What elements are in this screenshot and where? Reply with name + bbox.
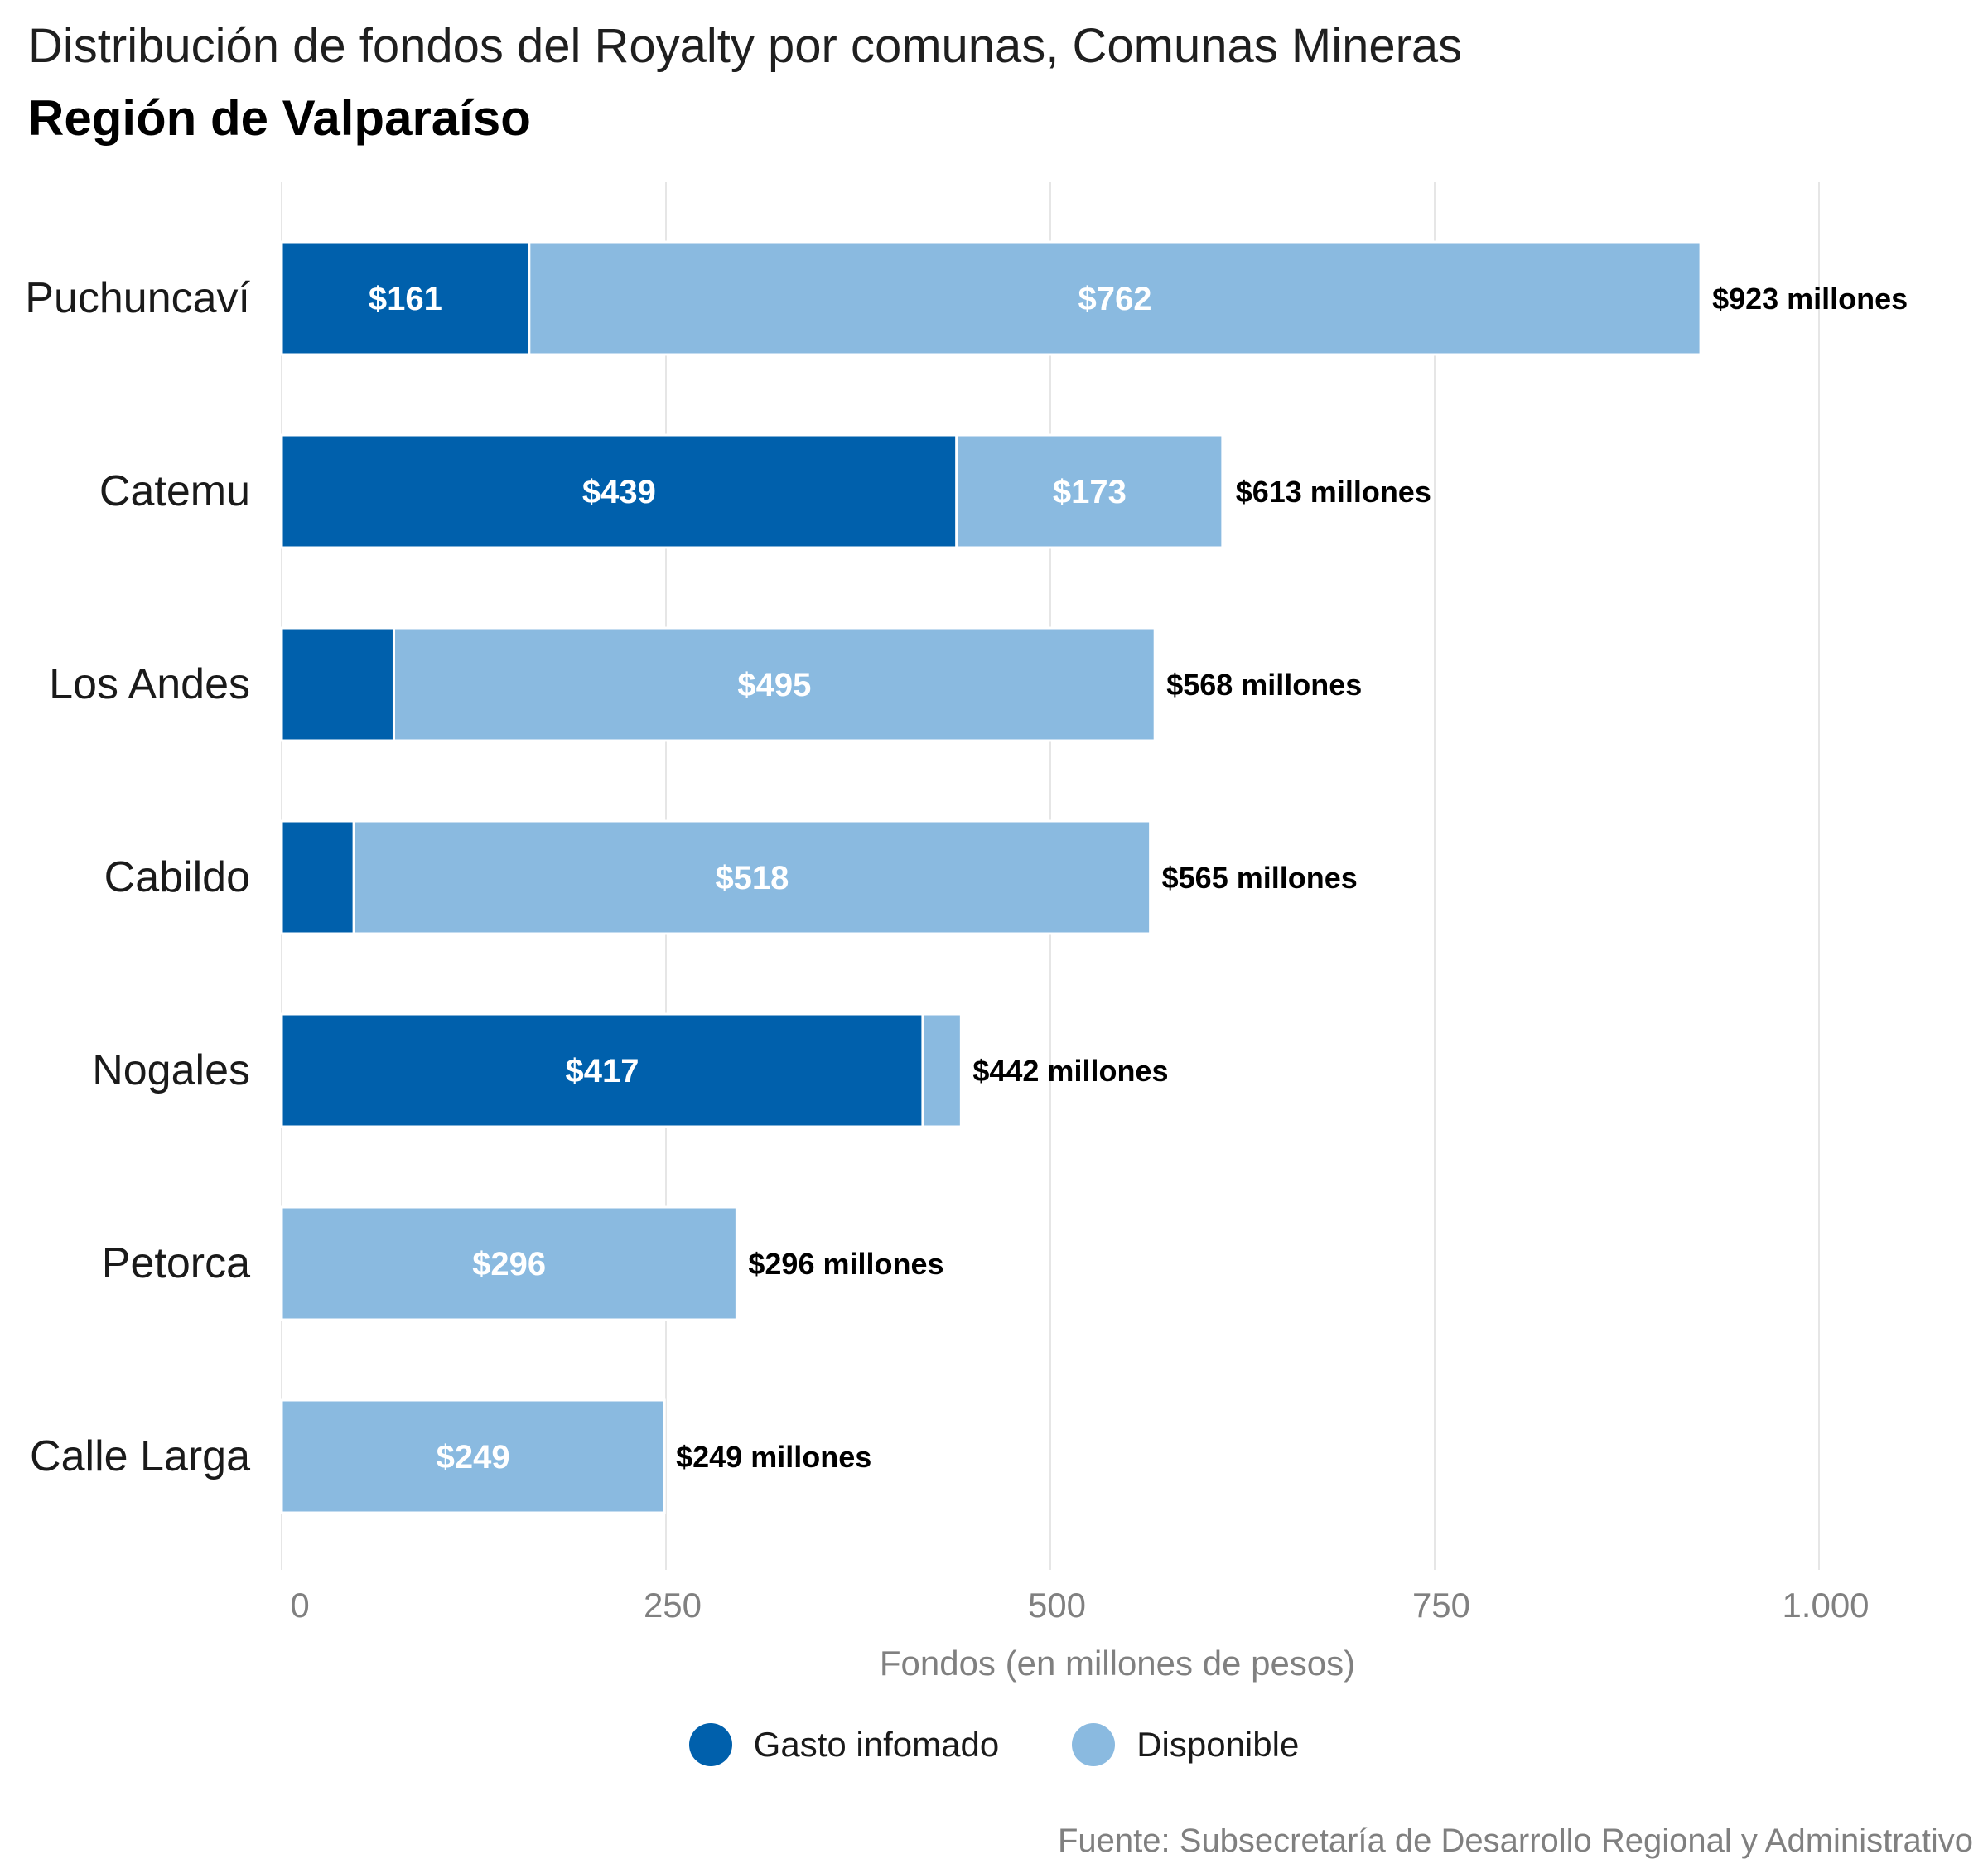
chart-subtitle: Región de Valparaíso (28, 90, 531, 146)
total-label: $296 millones (748, 1247, 943, 1281)
legend: Gasto infomado Disponible (0, 1723, 1988, 1766)
legend-swatch-gasto (688, 1723, 732, 1766)
x-tick-label: 250 (644, 1586, 702, 1625)
bar-disponible (921, 1012, 963, 1128)
labels: 0 250 500 750 1.000 Puchuncaví $161 $762 $923 mi… (25, 274, 1908, 1625)
legend-label-gasto: Gasto infomado (753, 1725, 1000, 1764)
total-label: $613 millones (1236, 475, 1431, 509)
bar-value-label: $439 (582, 474, 656, 510)
bar-disponible (955, 433, 1224, 549)
legend-item-gasto: Gasto infomado (688, 1723, 1000, 1766)
bar-value-label: $296 (472, 1246, 546, 1282)
category-label: Petorca (102, 1239, 250, 1287)
category-label: Los Andes (49, 660, 250, 708)
category-label: Catemu (99, 467, 250, 515)
bar-disponible (280, 1398, 666, 1514)
x-tick-label: 500 (1028, 1586, 1086, 1625)
bar-gasto (280, 1012, 924, 1128)
x-tick-label: 0 (290, 1586, 309, 1625)
bar-value-label: $161 (369, 281, 442, 317)
total-label: $442 millones (972, 1054, 1168, 1088)
bar-gasto (280, 819, 355, 935)
legend-swatch-disponible (1072, 1723, 1116, 1766)
bar-value-label: $173 (1053, 474, 1127, 510)
bar-value-label: $417 (565, 1053, 639, 1089)
bar-disponible (280, 1205, 738, 1321)
source-note: Fuente: Subsecretaría de Desarrollo Regi… (1058, 1823, 1973, 1859)
bar-value-label: $495 (737, 667, 811, 703)
bar-gasto (280, 433, 958, 549)
bar-disponible (392, 626, 1156, 742)
bar-disponible (528, 240, 1702, 356)
bar-value-label: $518 (715, 860, 789, 896)
bar-gasto (280, 240, 531, 356)
total-label: $565 millones (1162, 861, 1358, 895)
x-axis-title: Fondos (en millones de pesos) (880, 1644, 1355, 1683)
legend-label-disponible: Disponible (1136, 1725, 1300, 1764)
x-tick-label: 1.000 (1782, 1586, 1869, 1625)
legend-item-disponible: Disponible (1072, 1723, 1299, 1766)
category-label: Cabildo (104, 853, 250, 901)
bar-value-label: $249 (437, 1439, 510, 1475)
bar-disponible (352, 819, 1152, 935)
bar-value-label: $762 (1078, 281, 1151, 317)
bars (280, 240, 1702, 1514)
x-tick-label: 750 (1412, 1586, 1470, 1625)
bar-gasto (280, 626, 395, 742)
chart-title: Distribución de fondos del Royalty por c… (28, 19, 1463, 73)
total-label: $249 millones (676, 1440, 871, 1474)
category-label: Calle Larga (30, 1432, 250, 1480)
category-label: Nogales (92, 1046, 250, 1094)
category-label: Puchuncaví (25, 274, 250, 322)
total-label: $568 millones (1166, 668, 1362, 702)
total-label: $923 millones (1712, 282, 1908, 316)
